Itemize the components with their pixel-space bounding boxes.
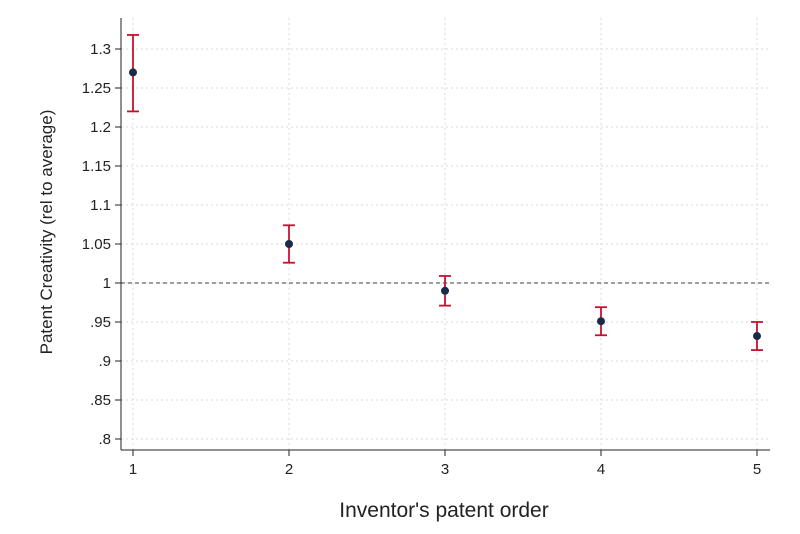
- x-tick-label: 1: [129, 461, 137, 478]
- y-tick-label: 1.25: [82, 80, 111, 97]
- y-tick-label: 1.3: [90, 41, 111, 58]
- data-point: [753, 332, 761, 341]
- data-point: [441, 286, 449, 295]
- y-tick-label: .85: [90, 392, 111, 409]
- y-tick-label: 1: [103, 275, 111, 292]
- y-tick-label: 1.1: [90, 197, 111, 214]
- data-points: [127, 34, 763, 351]
- x-tick-label: 4: [597, 461, 605, 478]
- y-tick-label: 1.05: [82, 236, 111, 253]
- y-tick-label: .95: [90, 314, 111, 331]
- axes: .8 .85 .9 .95 1 1.05 1.1 1.15 1.2 1.25 1.3 1 2 3 4 5: [82, 18, 770, 478]
- x-tick-label: 3: [441, 461, 449, 478]
- x-tick-label: 2: [285, 461, 293, 478]
- y-tick-label: 1.15: [82, 158, 111, 175]
- x-tick-label: 5: [753, 461, 761, 478]
- y-tick-label: .9: [98, 353, 111, 370]
- y-axis-title: Patent Creativity (rel to average): [37, 110, 56, 355]
- y-tick-label: .8: [98, 431, 111, 448]
- x-axis-title: Inventor's patent order: [339, 499, 548, 522]
- gridlines: [121, 18, 770, 450]
- data-point: [597, 317, 605, 326]
- data-point: [129, 68, 137, 77]
- y-tick-label: 1.2: [90, 119, 111, 136]
- data-point: [285, 240, 293, 248]
